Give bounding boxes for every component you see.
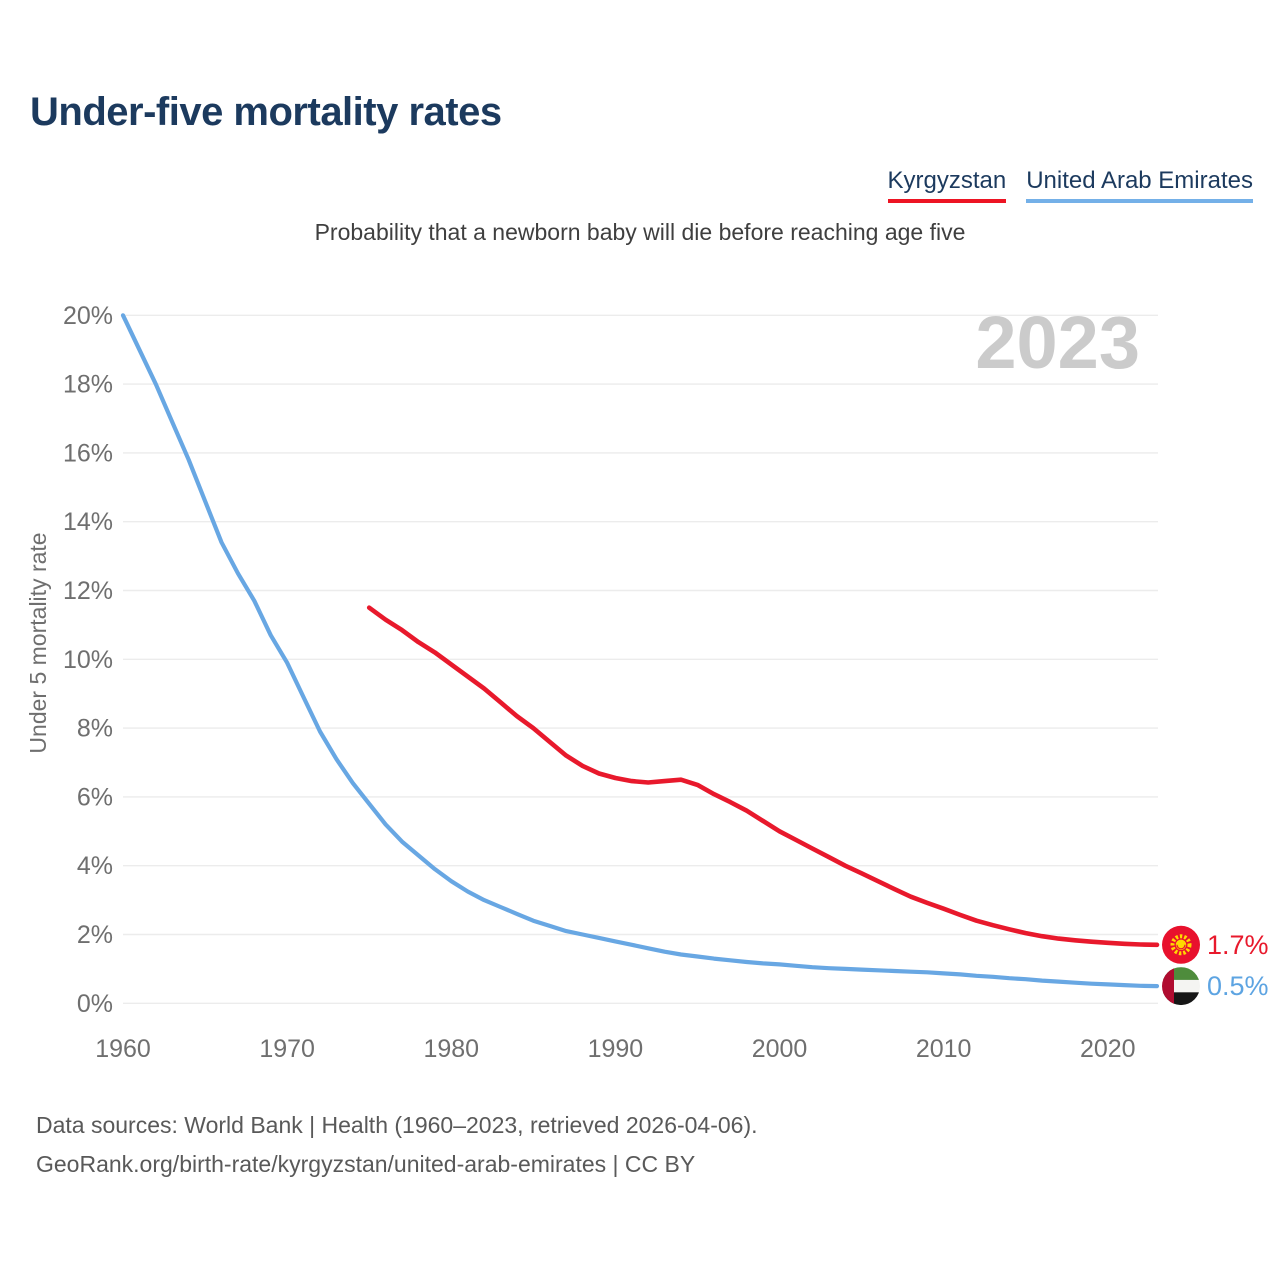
gridlines — [123, 314, 1158, 1004]
data-sources-line: Data sources: World Bank | Health (1960–… — [36, 1112, 758, 1138]
y-tick-label: 10% — [63, 646, 113, 674]
x-tick-label: 2010 — [916, 1035, 972, 1063]
watermark-year: 2023 — [975, 301, 1140, 384]
y-tick-label: 20% — [63, 302, 113, 330]
attribution-line: GeoRank.org/birth-rate/kyrgyzstan/united… — [36, 1151, 696, 1177]
x-tick-label: 1980 — [423, 1035, 479, 1063]
uae-end-value: 0.5% — [1207, 971, 1269, 1001]
page-title: Under-five mortality rates — [30, 90, 502, 134]
y-tick-label: 18% — [63, 371, 113, 399]
legend-item-united-arab-emirates[interactable]: United Arab Emirates — [1026, 167, 1253, 203]
x-tick-label: 1960 — [95, 1035, 151, 1063]
x-axis-tick-labels: 1960 1970 1980 1990 2000 2010 2020 — [95, 1035, 1135, 1063]
y-axis-tick-labels: 0% 2% 4% 6% 8% 10% 12% 14% 16% 18% 20% — [63, 302, 113, 1018]
y-tick-label: 6% — [77, 783, 113, 811]
kyrgyzstan-flag-icon — [1162, 925, 1200, 964]
uae-line — [120, 313, 1160, 989]
x-tick-label: 1970 — [259, 1035, 315, 1063]
uae-endpoint: 0.5% — [1162, 967, 1269, 1006]
x-tick-label: 2000 — [752, 1035, 808, 1063]
kyrgyzstan-line — [366, 605, 1160, 948]
uae-flag-icon — [1162, 967, 1200, 1006]
y-tick-label: 2% — [77, 921, 113, 949]
x-tick-label: 1990 — [588, 1035, 644, 1063]
kyrgyzstan-endpoint: 1.7% — [1162, 925, 1269, 964]
kyrgyzstan-end-value: 1.7% — [1207, 930, 1269, 960]
x-tick-label: 2020 — [1080, 1035, 1136, 1063]
chart-footer: Data sources: World Bank | Health (1960–… — [36, 1106, 758, 1184]
legend-item-kyrgyzstan[interactable]: Kyrgyzstan — [887, 167, 1007, 203]
y-tick-label: 16% — [63, 439, 113, 467]
y-tick-label: 8% — [77, 715, 113, 743]
y-tick-label: 14% — [63, 508, 113, 536]
legend: Kyrgyzstan United Arab Emirates — [887, 167, 1253, 203]
y-tick-label: 0% — [77, 990, 113, 1018]
y-tick-label: 12% — [63, 577, 113, 605]
y-axis-title: Under 5 mortality rate — [25, 532, 51, 753]
y-tick-label: 4% — [77, 852, 113, 880]
chart-subtitle: Probability that a newborn baby will die… — [314, 219, 966, 245]
